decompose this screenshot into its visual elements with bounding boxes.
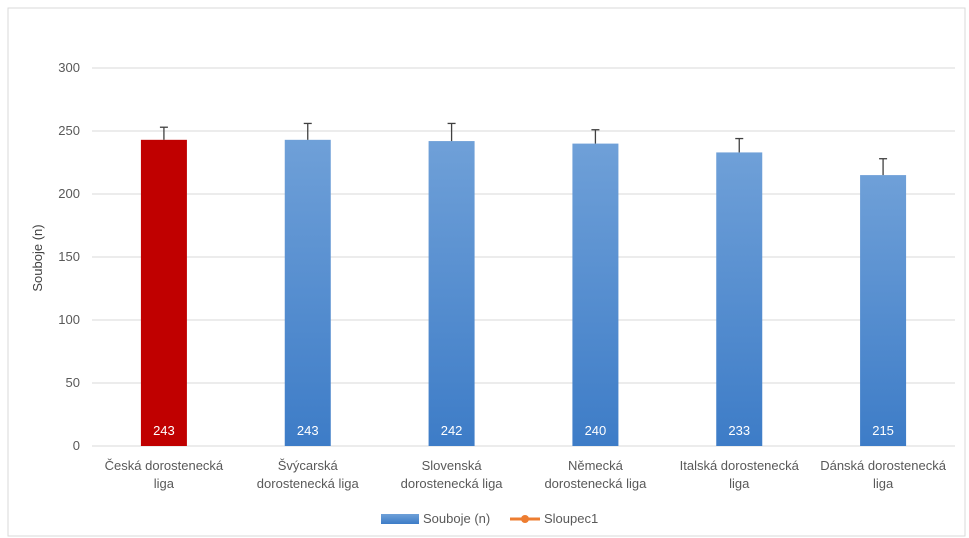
data-label: 233 xyxy=(728,423,750,438)
legend-swatch-bars xyxy=(381,514,419,524)
error-bars xyxy=(159,122,888,176)
y-tick-label: 50 xyxy=(66,375,80,390)
legend-label: Sloupec1 xyxy=(544,511,598,526)
x-tick-label: Dánská dorostenecká xyxy=(820,458,947,473)
x-tick-label: Německá xyxy=(568,458,624,473)
y-tick-label: 250 xyxy=(58,123,80,138)
bars xyxy=(140,139,907,447)
y-tick-label: 200 xyxy=(58,186,80,201)
x-tick-label: Slovenská xyxy=(422,458,483,473)
bar xyxy=(284,139,331,446)
x-tick-label: liga xyxy=(154,476,175,491)
data-label: 215 xyxy=(872,423,894,438)
y-tick-label: 150 xyxy=(58,249,80,264)
x-tick-label: liga xyxy=(729,476,750,491)
data-label: 243 xyxy=(297,423,319,438)
x-tick-label: Česká dorostenecká xyxy=(105,458,224,473)
y-tick-label: 300 xyxy=(58,60,80,75)
legend: Souboje (n) Sloupec1 xyxy=(381,511,598,526)
y-axis-title: Souboje (n) xyxy=(30,224,45,291)
bar xyxy=(716,152,763,447)
x-tick-label: Švýcarská xyxy=(278,458,339,473)
x-tick-label: liga xyxy=(873,476,894,491)
y-tick-label: 100 xyxy=(58,312,80,327)
data-labels: 243 243 242 240 233 215 xyxy=(153,423,894,438)
legend-label: Souboje (n) xyxy=(423,511,490,526)
x-tick-label: Italská dorostenecká xyxy=(680,458,800,473)
chart-border xyxy=(7,7,966,537)
x-tick-label: dorostenecká liga xyxy=(544,476,647,491)
bar xyxy=(860,175,907,446)
data-label: 240 xyxy=(585,423,607,438)
data-label: 242 xyxy=(441,423,463,438)
x-axis-categories: Česká dorostenecká liga Švýcarská dorostene… xyxy=(105,458,947,491)
x-tick-label: dorostenecká liga xyxy=(401,476,504,491)
data-label: 243 xyxy=(153,423,175,438)
x-tick-label: dorostenecká liga xyxy=(257,476,360,491)
bar xyxy=(140,139,187,446)
gridlines xyxy=(92,67,955,447)
bar xyxy=(428,141,475,446)
y-axis-ticks: 0 50 100 150 200 250 300 xyxy=(58,60,80,453)
bar xyxy=(572,143,619,446)
legend-marker xyxy=(521,515,529,523)
y-tick-label: 0 xyxy=(73,438,80,453)
